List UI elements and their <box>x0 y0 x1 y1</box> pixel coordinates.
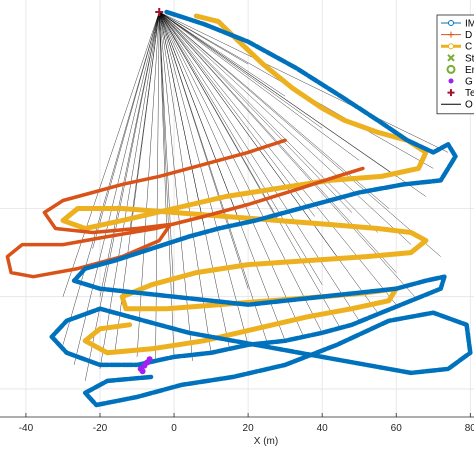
legend-entry-4: Er <box>446 64 474 76</box>
observation-line-2 <box>84 11 160 381</box>
observation-line-29 <box>159 11 389 209</box>
legend-marker-4 <box>446 64 456 74</box>
legend-marker-6 <box>447 89 455 97</box>
observation-line-46 <box>159 11 441 257</box>
legend-label-5: G <box>465 77 473 88</box>
legend-marker-1 <box>448 31 454 38</box>
legend-entry-1: D <box>441 30 472 41</box>
observation-line-15 <box>159 11 323 333</box>
observation-line-34 <box>158 11 249 289</box>
x-tick-label-2: 0 <box>171 423 177 434</box>
x-tick-labels: -40 -20 0 20 40 60 80 <box>19 413 474 434</box>
legend-entry-5: G <box>448 77 473 88</box>
observation-line-9 <box>158 11 212 353</box>
observation-line-23 <box>158 12 167 229</box>
observation-line-26 <box>159 11 278 221</box>
legend-entry-2: C <box>441 42 472 53</box>
legend-entry-3: St <box>447 53 474 64</box>
observation-line-40 <box>159 11 360 161</box>
x-tick-label-3: 20 <box>243 423 255 434</box>
legend-box <box>436 14 474 115</box>
x-tick-label-6: 80 <box>465 423 474 434</box>
observation-line-41 <box>159 11 323 129</box>
g-point-3 <box>146 356 153 363</box>
legend-entry-6: Te <box>447 88 474 99</box>
observation-line-17 <box>159 11 360 321</box>
legend-label-7: O <box>465 100 473 111</box>
legend-entry-7: O <box>441 100 473 111</box>
legend-label-6: Te <box>465 88 474 99</box>
observation-line-37 <box>159 11 449 153</box>
observation-line-6 <box>155 12 160 361</box>
observation-lines <box>62 11 449 381</box>
observation-line-27 <box>159 11 315 217</box>
observation-line-39 <box>159 11 397 177</box>
legend-entry-0: IM <box>441 19 474 30</box>
observation-line-47 <box>159 11 338 257</box>
observation-line-28 <box>159 11 352 213</box>
observation-line-11 <box>158 11 249 345</box>
legend-label-0: IM <box>465 19 474 30</box>
observation-line-33 <box>158 11 175 297</box>
x-tick-label-1: -20 <box>93 423 108 434</box>
legend-label-1: D <box>465 30 472 41</box>
legend-marker-5 <box>448 78 454 84</box>
observation-line-45 <box>159 11 412 245</box>
observation-line-14 <box>159 11 304 337</box>
x-tick-label-0: -40 <box>19 423 34 434</box>
observation-line-8 <box>158 11 193 361</box>
legend-label-4: Er <box>465 65 474 76</box>
observation-line-43 <box>159 11 249 65</box>
legend-label-2: C <box>465 42 472 53</box>
x-tick-label-4: 40 <box>317 423 329 434</box>
series-imu <box>49 9 473 408</box>
observation-line-32 <box>99 11 160 297</box>
x-tick-label-5: 60 <box>391 423 403 434</box>
observation-line-22 <box>129 11 160 233</box>
observation-line-31 <box>62 11 160 297</box>
observation-line-20 <box>159 11 415 297</box>
origin-marker <box>155 8 164 17</box>
legend-marker-0 <box>448 20 454 26</box>
x-axis-label: X (m) <box>254 436 278 447</box>
observation-line-1 <box>73 11 160 365</box>
legend-label-3: St <box>465 53 474 64</box>
observation-line-24 <box>158 11 204 225</box>
observation-line-7 <box>158 11 175 357</box>
observation-line-35 <box>159 11 323 285</box>
observation-line-42 <box>159 11 286 97</box>
observation-line-0 <box>62 11 160 345</box>
legend-marker-2 <box>448 43 454 50</box>
markers <box>137 8 164 375</box>
observation-line-5 <box>136 11 160 357</box>
legend-marker-3 <box>447 54 455 62</box>
trajectory-series <box>5 9 473 408</box>
observation-line-25 <box>159 11 241 225</box>
observation-line-12 <box>158 11 267 341</box>
g-point-4 <box>139 368 146 375</box>
